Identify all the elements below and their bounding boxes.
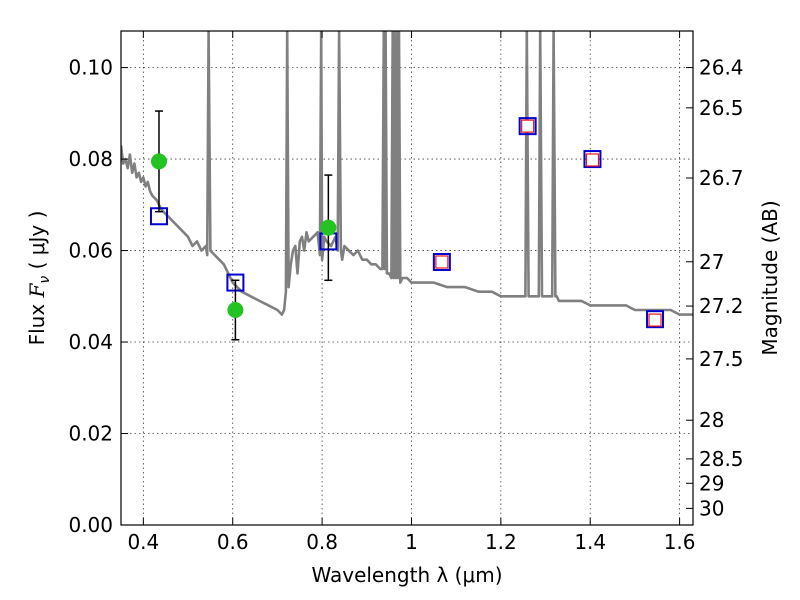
observed-flux-point (320, 219, 337, 236)
observed-flux-point (227, 302, 244, 319)
model-flux-marker (583, 150, 602, 169)
y-tick-label: 0.06 (68, 239, 113, 263)
observed-flux-point (150, 153, 167, 170)
right-axis-label: Magnitude (AB) (758, 200, 782, 355)
observed-flux-box-marker (585, 153, 600, 167)
magnitude-tick-label: 27.5 (699, 347, 744, 371)
model-flux-marker (646, 310, 665, 329)
magnitude-tick-label: 26.5 (699, 96, 744, 120)
y-axis-label-symbol: F (25, 282, 49, 298)
x-tick-label: 0.6 (217, 530, 249, 554)
magnitude-tick-label: 26.7 (699, 166, 744, 190)
spectrum-line (121, 31, 693, 316)
magnitude-tick-label: 27 (699, 250, 724, 274)
tick-labels: 0.4 0.6 0.8 1 1.2 1.4 1.6 0.00 0.02 0.04 0.06 0.08 0… (68, 56, 743, 554)
magnitude-tick-label: 28.5 (699, 447, 744, 471)
x-tick-label: 0.4 (127, 530, 159, 554)
y-tick-label: 0.08 (68, 147, 113, 171)
y-tick-label: 0.10 (68, 56, 113, 80)
magnitude-tick-label: 26.4 (699, 56, 744, 80)
magnitude-tick-label: 28 (699, 408, 724, 432)
observed-flux-box-marker (521, 119, 535, 133)
y-tick-label: 0.04 (68, 330, 113, 354)
observed-flux-box-marker (648, 313, 662, 327)
model-spectrum (121, 31, 693, 316)
model-flux-marker (518, 117, 537, 136)
observed-flux-box-marker (435, 255, 449, 269)
photometry-markers (149, 110, 665, 341)
y-axis-label-subscript: ν (37, 276, 53, 284)
magnitude-tick-label: 30 (699, 496, 724, 520)
axis-ticks (121, 31, 693, 526)
y-axis-label: Flux Fν ( μJy ) (25, 211, 53, 346)
x-tick-label: 1 (405, 530, 418, 554)
x-axis-label: Wavelength λ (μm) (311, 563, 502, 587)
y-axis-label-unit: ( μJy ) (25, 211, 49, 276)
y-tick-label: 0.00 (68, 513, 113, 537)
magnitude-tick-label: 29 (699, 471, 724, 495)
x-tick-label: 0.8 (306, 530, 338, 554)
y-axis-label-prefix: Flux (25, 297, 49, 345)
magnitude-tick-label: 27.2 (699, 294, 744, 318)
x-tick-label: 1.2 (485, 530, 517, 554)
y-tick-label: 0.02 (68, 422, 113, 446)
x-tick-label: 1.6 (664, 530, 696, 554)
model-flux-marker (432, 252, 451, 271)
plot-frame (120, 30, 694, 526)
x-tick-label: 1.4 (574, 530, 606, 554)
